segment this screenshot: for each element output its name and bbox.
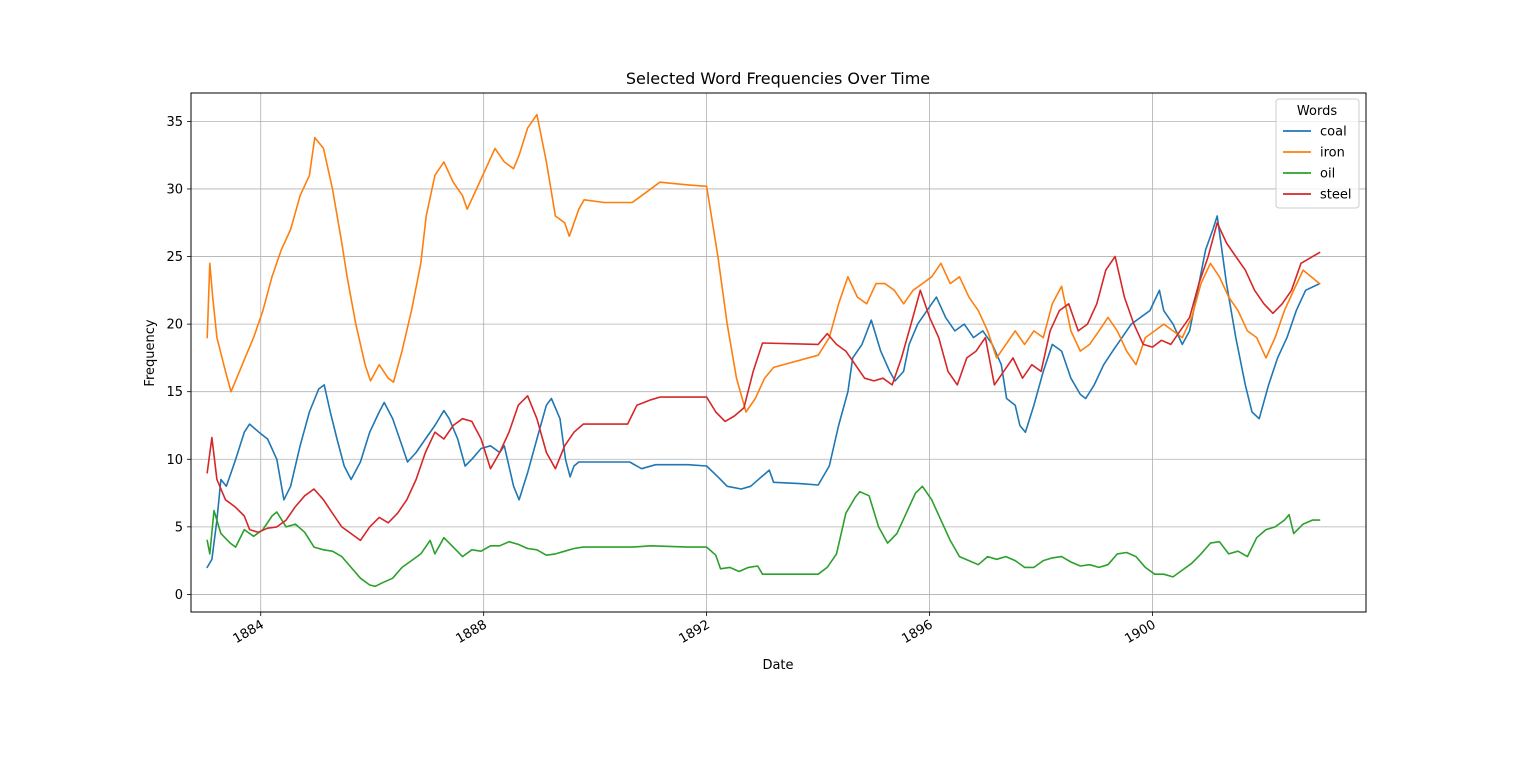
legend-title: Words xyxy=(1297,104,1337,119)
y-tick-label: 25 xyxy=(166,250,183,265)
y-tick-label: 20 xyxy=(166,318,183,333)
y-tick-label: 35 xyxy=(166,115,183,130)
legend-label-coal: coal xyxy=(1320,125,1347,140)
legend-box xyxy=(1275,98,1360,209)
legend-label-steel: steel xyxy=(1320,188,1351,203)
chart-title: Selected Word Frequencies Over Time xyxy=(626,69,930,88)
y-axis: 0 5 10 15 20 25 30 35 xyxy=(166,115,191,603)
y-axis-label: Frequency xyxy=(143,319,158,386)
series-lines xyxy=(206,113,1321,588)
plot-frame xyxy=(190,92,1367,613)
y-tick-label: 5 xyxy=(175,520,183,535)
series-line-oil xyxy=(206,485,1321,588)
legend: Words coal iron oil steel xyxy=(1275,98,1360,209)
legend-label-oil: oil xyxy=(1320,167,1335,182)
y-tick-label: 15 xyxy=(166,385,183,400)
series-line-coal xyxy=(206,215,1321,569)
series-line-iron xyxy=(206,113,1321,413)
series-line-steel xyxy=(206,222,1321,542)
x-axis-label: Date xyxy=(762,658,793,673)
legend-label-iron: iron xyxy=(1320,146,1345,161)
y-tick-label: 30 xyxy=(166,182,183,197)
y-tick-label: 10 xyxy=(166,453,183,468)
y-tick-label: 0 xyxy=(175,588,183,603)
grid xyxy=(191,93,1366,612)
